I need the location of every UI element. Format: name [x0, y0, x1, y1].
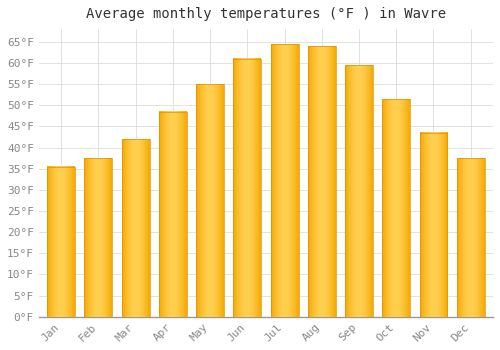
- Bar: [382, 99, 410, 317]
- Bar: [84, 158, 112, 317]
- Bar: [420, 133, 448, 317]
- Bar: [159, 112, 187, 317]
- Title: Average monthly temperatures (°F ) in Wavre: Average monthly temperatures (°F ) in Wa…: [86, 7, 446, 21]
- Bar: [47, 167, 75, 317]
- Bar: [270, 44, 298, 317]
- Bar: [234, 59, 262, 317]
- Bar: [345, 65, 373, 317]
- Bar: [122, 139, 150, 317]
- Bar: [308, 46, 336, 317]
- Bar: [457, 158, 484, 317]
- Bar: [196, 84, 224, 317]
